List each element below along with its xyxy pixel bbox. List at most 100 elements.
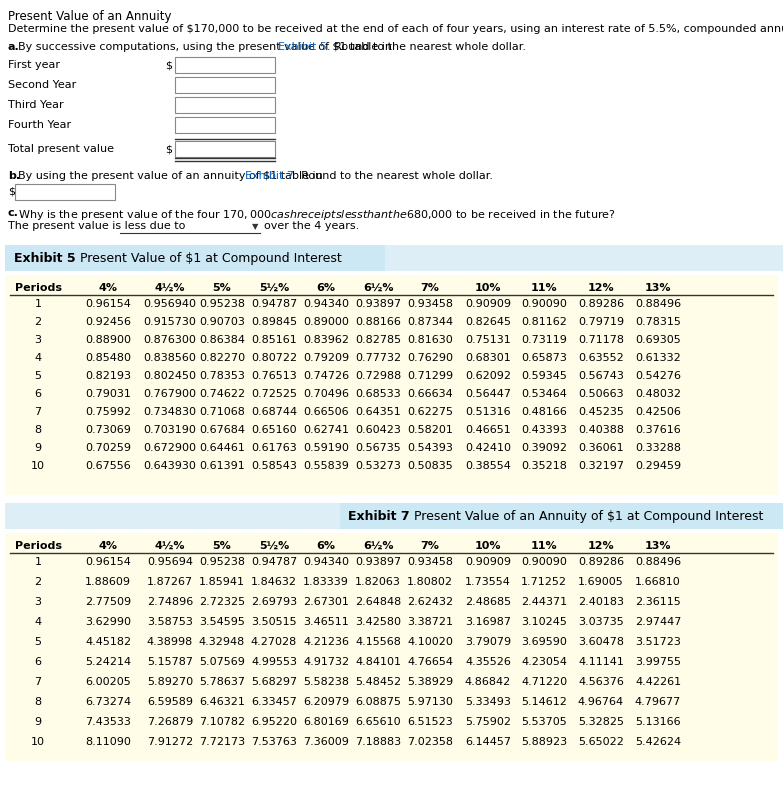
Text: 6: 6 bbox=[34, 389, 41, 399]
Text: c.: c. bbox=[8, 208, 19, 218]
Text: 5.53705: 5.53705 bbox=[521, 717, 567, 727]
Text: By using the present value of an annuity of $1 table in: By using the present value of an annuity… bbox=[18, 171, 323, 181]
Text: 5.32825: 5.32825 bbox=[578, 717, 624, 727]
Text: 11%: 11% bbox=[531, 283, 557, 293]
Text: 4.71220: 4.71220 bbox=[521, 677, 567, 687]
Text: 0.58201: 0.58201 bbox=[407, 425, 453, 435]
Text: 0.94787: 0.94787 bbox=[251, 299, 297, 309]
Text: 0.90090: 0.90090 bbox=[521, 299, 567, 309]
Text: 0.61332: 0.61332 bbox=[635, 353, 681, 363]
Bar bbox=[15, 184, 115, 200]
Text: 5.58238: 5.58238 bbox=[303, 677, 349, 687]
Text: 4: 4 bbox=[34, 353, 41, 363]
Bar bbox=[5, 503, 340, 529]
Text: 0.86384: 0.86384 bbox=[199, 335, 245, 345]
Text: 5.15787: 5.15787 bbox=[147, 657, 193, 667]
Text: 0.92456: 0.92456 bbox=[85, 317, 131, 327]
Text: 1.73554: 1.73554 bbox=[465, 577, 511, 587]
Bar bbox=[175, 77, 275, 93]
Text: 0.94787: 0.94787 bbox=[251, 557, 297, 567]
Text: 0.76513: 0.76513 bbox=[251, 371, 297, 381]
Text: 2.40183: 2.40183 bbox=[578, 597, 624, 607]
Text: 1.88609: 1.88609 bbox=[85, 577, 131, 587]
Text: Fourth Year: Fourth Year bbox=[8, 120, 71, 130]
Text: 5.68297: 5.68297 bbox=[251, 677, 297, 687]
Text: 10%: 10% bbox=[474, 541, 501, 551]
Text: 6.73274: 6.73274 bbox=[85, 697, 131, 707]
Text: 0.90090: 0.90090 bbox=[521, 557, 567, 567]
Text: Exhibit 5: Exhibit 5 bbox=[14, 252, 76, 265]
Text: 0.65160: 0.65160 bbox=[251, 425, 297, 435]
Text: 4.79677: 4.79677 bbox=[635, 697, 681, 707]
Text: 1.87267: 1.87267 bbox=[147, 577, 193, 587]
Text: Exhibit 7: Exhibit 7 bbox=[348, 510, 410, 523]
Text: 4.38998: 4.38998 bbox=[147, 637, 193, 647]
Text: Present Value of an Annuity: Present Value of an Annuity bbox=[8, 10, 171, 23]
Text: 6%: 6% bbox=[316, 283, 335, 293]
Text: 0.802450: 0.802450 bbox=[143, 371, 197, 381]
Text: 0.82193: 0.82193 bbox=[85, 371, 131, 381]
Text: $: $ bbox=[165, 60, 172, 70]
Text: 4.10020: 4.10020 bbox=[407, 637, 453, 647]
Text: 0.67556: 0.67556 bbox=[85, 461, 131, 471]
Bar bbox=[5, 533, 778, 761]
Text: 2.72325: 2.72325 bbox=[199, 597, 245, 607]
Text: 4.91732: 4.91732 bbox=[303, 657, 349, 667]
Text: 1: 1 bbox=[34, 557, 41, 567]
Text: 0.93897: 0.93897 bbox=[355, 299, 401, 309]
Text: 6.33457: 6.33457 bbox=[251, 697, 297, 707]
Text: a.: a. bbox=[8, 42, 20, 52]
Text: 0.75992: 0.75992 bbox=[85, 407, 131, 417]
Text: 0.62741: 0.62741 bbox=[303, 425, 349, 435]
Text: 0.79031: 0.79031 bbox=[85, 389, 131, 399]
Text: 7.02358: 7.02358 bbox=[407, 737, 453, 747]
Text: 0.53464: 0.53464 bbox=[521, 389, 567, 399]
Text: 0.64351: 0.64351 bbox=[355, 407, 401, 417]
Text: 0.68533: 0.68533 bbox=[355, 389, 401, 399]
Text: 0.54276: 0.54276 bbox=[635, 371, 681, 381]
Text: 0.56743: 0.56743 bbox=[578, 371, 624, 381]
Text: 0.64461: 0.64461 bbox=[199, 443, 245, 453]
Text: The present value is less due to: The present value is less due to bbox=[8, 221, 186, 231]
Bar bbox=[385, 245, 783, 271]
Text: 3.03735: 3.03735 bbox=[578, 617, 624, 627]
Text: 0.71178: 0.71178 bbox=[578, 335, 624, 345]
Text: 3.10245: 3.10245 bbox=[521, 617, 567, 627]
Text: 0.66634: 0.66634 bbox=[407, 389, 453, 399]
Text: 0.838560: 0.838560 bbox=[143, 353, 197, 363]
Text: Exhibit 5: Exhibit 5 bbox=[278, 42, 327, 52]
Text: 7.36009: 7.36009 bbox=[303, 737, 349, 747]
Text: 0.85161: 0.85161 bbox=[251, 335, 297, 345]
Text: 0.43393: 0.43393 bbox=[521, 425, 567, 435]
Text: 3.42580: 3.42580 bbox=[355, 617, 401, 627]
Text: 0.672900: 0.672900 bbox=[143, 443, 197, 453]
Text: 0.45235: 0.45235 bbox=[578, 407, 624, 417]
Text: 0.36061: 0.36061 bbox=[578, 443, 624, 453]
Text: 0.734830: 0.734830 bbox=[143, 407, 197, 417]
Text: 5.48452: 5.48452 bbox=[355, 677, 401, 687]
Text: 0.89286: 0.89286 bbox=[578, 299, 624, 309]
Text: $: $ bbox=[8, 187, 15, 197]
Text: 2.67301: 2.67301 bbox=[303, 597, 349, 607]
Text: 2.69793: 2.69793 bbox=[251, 597, 297, 607]
Text: 7.91272: 7.91272 bbox=[147, 737, 193, 747]
Text: 2.44371: 2.44371 bbox=[521, 597, 567, 607]
Text: 0.32197: 0.32197 bbox=[578, 461, 624, 471]
Text: 0.62092: 0.62092 bbox=[465, 371, 511, 381]
Text: 2: 2 bbox=[34, 317, 41, 327]
Text: ▼: ▼ bbox=[252, 222, 258, 231]
Text: 0.37616: 0.37616 bbox=[635, 425, 681, 435]
Text: 4.23054: 4.23054 bbox=[521, 657, 567, 667]
Text: 0.39092: 0.39092 bbox=[521, 443, 567, 453]
Text: 9: 9 bbox=[34, 443, 41, 453]
Text: 7: 7 bbox=[34, 407, 41, 417]
Text: 0.703190: 0.703190 bbox=[143, 425, 197, 435]
Text: 0.643930: 0.643930 bbox=[143, 461, 197, 471]
Text: Exhibit 7: Exhibit 7 bbox=[245, 171, 294, 181]
Text: 3.69590: 3.69590 bbox=[521, 637, 567, 647]
Text: 4.15568: 4.15568 bbox=[355, 637, 401, 647]
Text: 5.38929: 5.38929 bbox=[407, 677, 453, 687]
Text: Why is the present value of the four $170,000 cash receipts less than the $680,0: Why is the present value of the four $17… bbox=[18, 208, 615, 222]
Text: 12%: 12% bbox=[588, 283, 615, 293]
Text: 0.33288: 0.33288 bbox=[635, 443, 681, 453]
